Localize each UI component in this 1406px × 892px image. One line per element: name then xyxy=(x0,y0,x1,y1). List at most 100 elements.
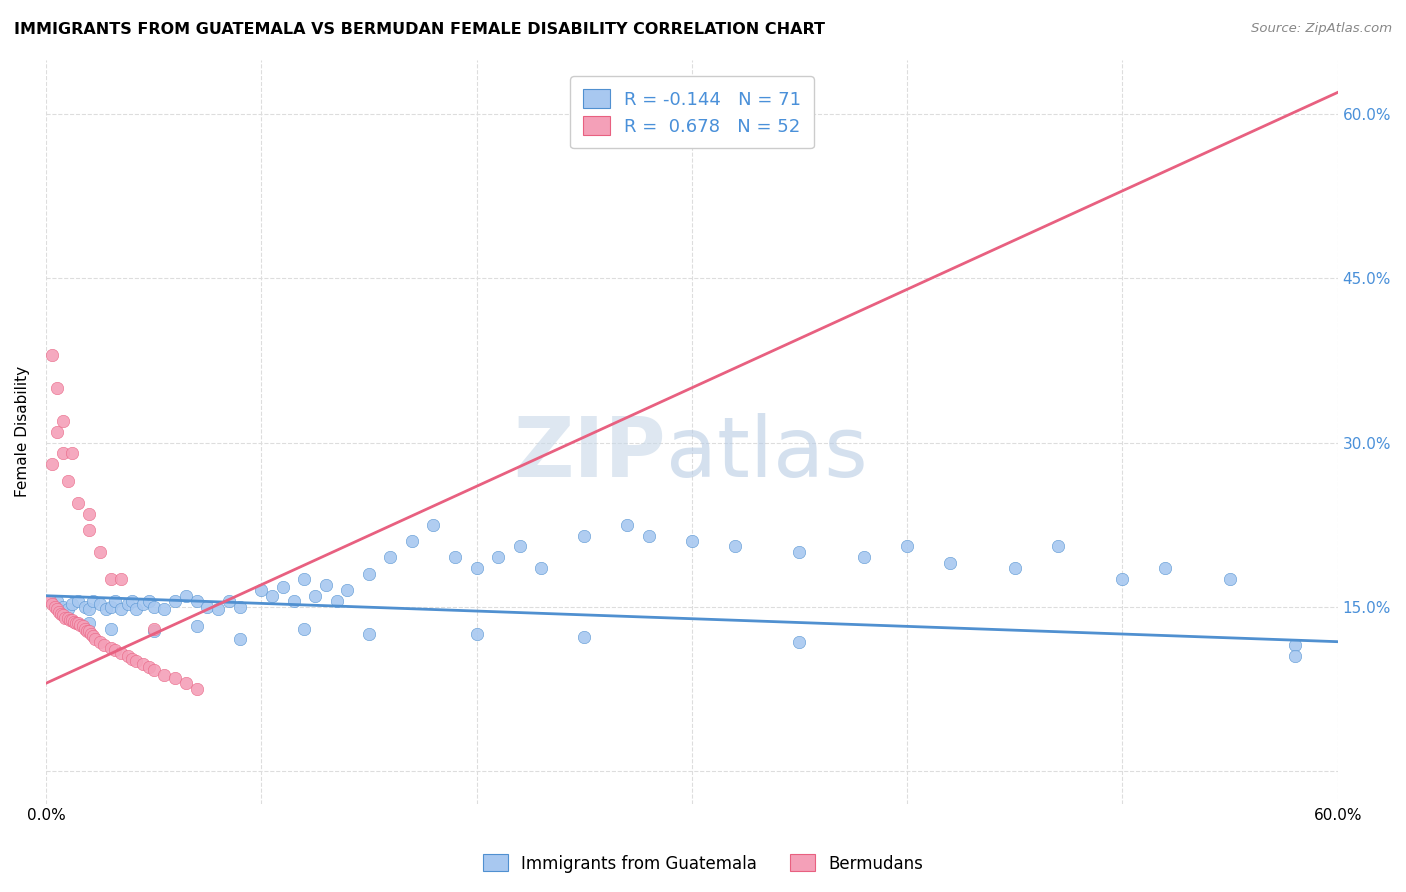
Point xyxy=(117,598,139,612)
Point xyxy=(153,602,176,616)
Point xyxy=(41,348,63,362)
Point xyxy=(60,598,83,612)
Point xyxy=(125,654,148,668)
Point xyxy=(271,580,294,594)
Point xyxy=(186,619,208,633)
Point xyxy=(465,627,488,641)
Point xyxy=(84,632,107,647)
Point xyxy=(65,616,87,631)
Point xyxy=(45,381,67,395)
Point xyxy=(110,602,132,616)
Point xyxy=(283,594,305,608)
Text: Source: ZipAtlas.com: Source: ZipAtlas.com xyxy=(1251,22,1392,36)
Point xyxy=(174,589,197,603)
Point xyxy=(357,566,380,581)
Point xyxy=(789,634,811,648)
Point xyxy=(121,594,143,608)
Point xyxy=(80,627,103,641)
Point xyxy=(1219,572,1241,586)
Point xyxy=(77,523,100,537)
Point xyxy=(142,599,165,614)
Point xyxy=(82,629,104,643)
Point xyxy=(292,572,315,586)
Point xyxy=(853,550,876,565)
Point xyxy=(939,556,962,570)
Point xyxy=(174,676,197,690)
Point xyxy=(56,602,79,616)
Point xyxy=(104,643,127,657)
Point xyxy=(39,594,62,608)
Point xyxy=(52,599,75,614)
Point xyxy=(56,474,79,488)
Point xyxy=(142,663,165,677)
Point xyxy=(89,634,111,648)
Point xyxy=(1284,638,1306,652)
Point xyxy=(132,657,155,671)
Point xyxy=(45,602,67,616)
Point xyxy=(572,630,595,644)
Point xyxy=(82,594,104,608)
Point xyxy=(77,616,100,631)
Point xyxy=(117,648,139,663)
Point xyxy=(48,605,70,619)
Point xyxy=(165,594,187,608)
Point xyxy=(228,632,250,647)
Point xyxy=(1046,540,1069,554)
Text: IMMIGRANTS FROM GUATEMALA VS BERMUDAN FEMALE DISABILITY CORRELATION CHART: IMMIGRANTS FROM GUATEMALA VS BERMUDAN FE… xyxy=(14,22,825,37)
Text: ZIP: ZIP xyxy=(513,413,666,494)
Point xyxy=(121,652,143,666)
Point xyxy=(250,583,273,598)
Point xyxy=(73,622,96,636)
Point xyxy=(41,458,63,472)
Point xyxy=(637,528,659,542)
Point xyxy=(110,572,132,586)
Point xyxy=(789,545,811,559)
Point xyxy=(67,496,90,510)
Point xyxy=(336,583,359,598)
Point xyxy=(77,602,100,616)
Point xyxy=(315,578,337,592)
Point xyxy=(1154,561,1177,575)
Point xyxy=(56,610,79,624)
Point xyxy=(76,624,98,638)
Point xyxy=(100,599,122,614)
Point xyxy=(59,613,82,627)
Point xyxy=(100,572,122,586)
Point xyxy=(616,517,638,532)
Legend: Immigrants from Guatemala, Bermudans: Immigrants from Guatemala, Bermudans xyxy=(477,847,929,880)
Point xyxy=(69,618,91,632)
Point xyxy=(138,594,160,608)
Point xyxy=(93,638,115,652)
Point xyxy=(444,550,467,565)
Point xyxy=(422,517,444,532)
Point xyxy=(49,607,72,622)
Point xyxy=(77,507,100,521)
Text: atlas: atlas xyxy=(666,413,868,494)
Point xyxy=(67,594,90,608)
Point xyxy=(100,641,122,656)
Point xyxy=(132,598,155,612)
Point xyxy=(325,594,347,608)
Point xyxy=(44,599,66,614)
Point xyxy=(52,608,75,623)
Point xyxy=(142,624,165,638)
Point xyxy=(681,534,703,549)
Point xyxy=(207,602,229,616)
Point xyxy=(89,598,111,612)
Point xyxy=(72,619,94,633)
Point xyxy=(509,540,531,554)
Point xyxy=(73,599,96,614)
Point xyxy=(401,534,423,549)
Point xyxy=(52,446,75,460)
Point xyxy=(724,540,747,554)
Point xyxy=(89,545,111,559)
Point xyxy=(60,613,83,627)
Point xyxy=(465,561,488,575)
Point xyxy=(53,610,76,624)
Point xyxy=(165,671,187,685)
Point xyxy=(142,622,165,636)
Point xyxy=(138,660,160,674)
Point xyxy=(125,602,148,616)
Point xyxy=(1284,648,1306,663)
Point xyxy=(304,589,326,603)
